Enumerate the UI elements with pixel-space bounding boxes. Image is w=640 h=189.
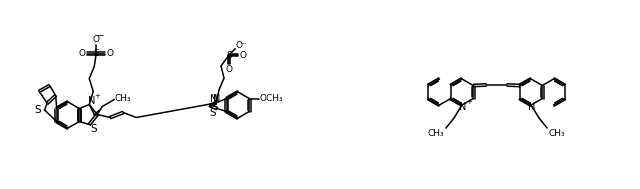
Text: +: + <box>94 94 100 99</box>
Text: N: N <box>529 102 536 112</box>
Text: N: N <box>88 95 95 105</box>
Text: −: − <box>97 30 104 39</box>
Text: O⁻: O⁻ <box>236 41 247 50</box>
Text: O: O <box>79 49 86 58</box>
Text: S: S <box>226 50 232 60</box>
Text: S: S <box>90 123 97 133</box>
Text: +: + <box>466 99 472 105</box>
Text: O: O <box>107 49 114 58</box>
Text: OCH₃: OCH₃ <box>259 94 283 103</box>
Text: O: O <box>93 35 100 44</box>
Text: N: N <box>460 102 467 112</box>
Text: N: N <box>210 94 218 104</box>
Text: O: O <box>225 64 232 74</box>
Text: S: S <box>209 108 216 119</box>
Text: N: N <box>213 94 221 104</box>
Text: S: S <box>93 49 99 58</box>
Text: O: O <box>239 50 246 60</box>
Text: CH₃: CH₃ <box>428 129 444 138</box>
Text: CH₃: CH₃ <box>115 94 132 103</box>
Text: S: S <box>34 105 41 115</box>
Text: CH₃: CH₃ <box>548 129 565 138</box>
